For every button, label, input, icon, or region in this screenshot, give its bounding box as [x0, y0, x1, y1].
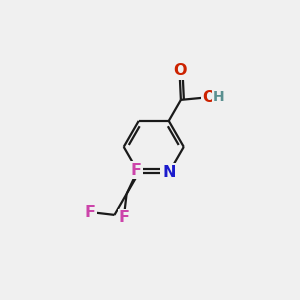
Text: N: N	[162, 165, 175, 180]
Text: F: F	[119, 210, 130, 225]
Text: F: F	[130, 163, 141, 178]
Text: O: O	[202, 90, 216, 105]
Text: O: O	[173, 63, 187, 78]
Text: H: H	[213, 90, 224, 104]
Text: F: F	[84, 205, 95, 220]
